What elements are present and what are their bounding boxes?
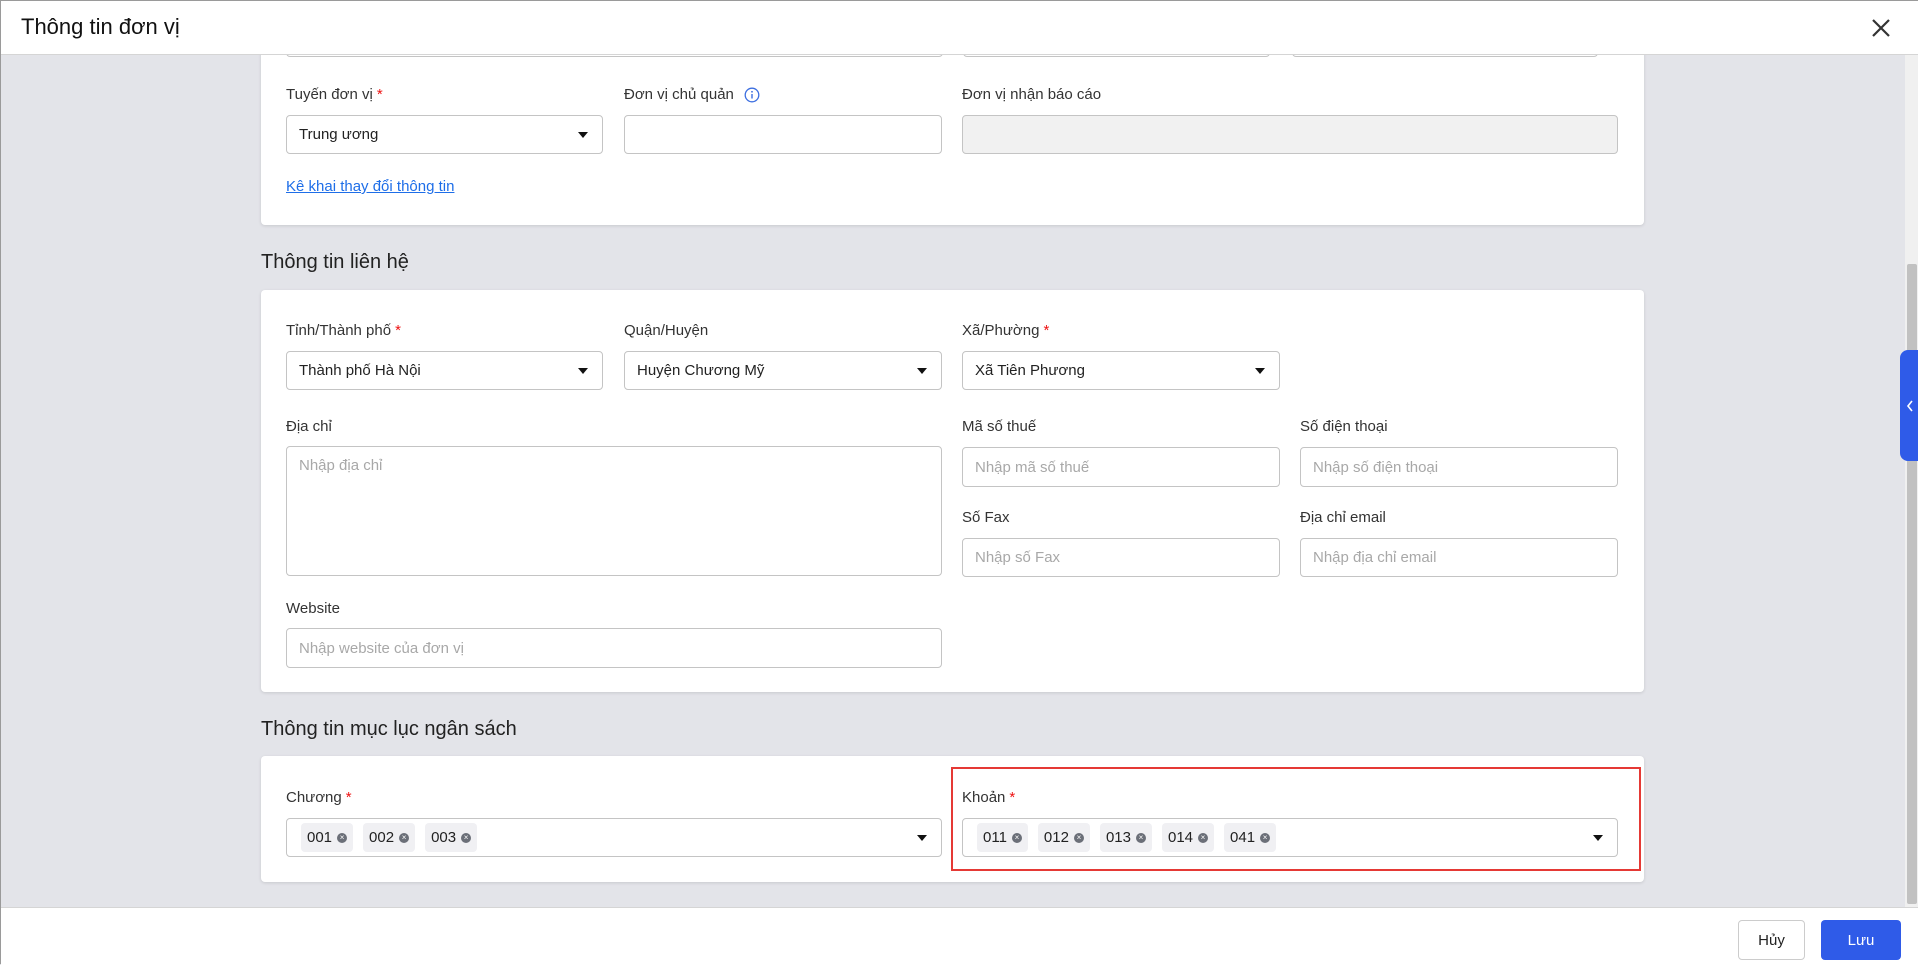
tinh-label: Tỉnh/Thành phố *	[286, 322, 401, 339]
tag-label: 003	[431, 829, 457, 846]
khoan-label: Khoản *	[962, 789, 1016, 806]
nhan-bao-cao-input	[962, 115, 1618, 154]
dialog-footer: Hủy Lưu	[1, 907, 1918, 965]
dialog-header: Thông tin đơn vị	[1, 1, 1918, 55]
remove-tag-icon[interactable]: ×	[1135, 832, 1146, 843]
khoan-multiselect[interactable]: 011 × 012 × 013 × 014 × 041 ×	[962, 818, 1618, 857]
dia-chi-textarea[interactable]: Nhập địa chỉ	[286, 446, 942, 576]
selected-tag: 012 ×	[1037, 823, 1090, 852]
remove-tag-icon[interactable]: ×	[399, 832, 410, 843]
tinh-select[interactable]: Thành phố Hà Nội	[286, 351, 603, 390]
tag-label: 013	[1105, 829, 1131, 846]
nhan-bao-cao-label: Đơn vị nhận báo cáo	[962, 86, 1102, 103]
selected-tag: 011 ×	[977, 823, 1028, 852]
quan-select[interactable]: Huyện Chương Mỹ	[624, 351, 942, 390]
caret-down-icon	[917, 367, 927, 374]
remove-tag-icon[interactable]: ×	[337, 832, 348, 843]
selected-tag: 001 ×	[301, 823, 354, 852]
remove-tag-icon[interactable]: ×	[1198, 832, 1209, 843]
selected-tag: 003 ×	[425, 823, 478, 852]
cancel-button[interactable]: Hủy	[1738, 920, 1805, 960]
xa-select[interactable]: Xã Tiên Phương	[962, 351, 1280, 390]
budget-section-title: Thông tin mục lục ngân sách	[261, 718, 517, 740]
caret-down-icon	[1593, 834, 1603, 841]
tag-label: 002	[369, 829, 395, 846]
side-panel-toggle[interactable]	[1900, 350, 1918, 461]
tuyen-label: Tuyến đơn vị *	[286, 86, 383, 103]
change-info-link[interactable]: Kê khai thay đổi thông tin	[286, 178, 455, 195]
email-label: Địa chỉ email	[1300, 509, 1386, 526]
email-input[interactable]: Nhập địa chỉ email	[1300, 538, 1618, 577]
scrollbar[interactable]	[1905, 55, 1918, 907]
caret-down-icon	[578, 367, 588, 374]
tag-label: 041	[1230, 829, 1256, 846]
tag-label: 012	[1043, 829, 1069, 846]
remove-tag-icon[interactable]: ×	[461, 832, 472, 843]
chuong-label: Chương *	[286, 789, 352, 806]
sdt-input[interactable]: Nhập số điện thoại	[1300, 447, 1618, 487]
caret-down-icon	[1255, 367, 1265, 374]
website-input[interactable]: Nhập website của đơn vị	[286, 628, 942, 668]
caret-down-icon	[578, 131, 588, 138]
tag-label: 014	[1167, 829, 1194, 846]
info-icon[interactable]	[744, 87, 760, 103]
scrollbar-thumb[interactable]	[1907, 264, 1917, 904]
save-button[interactable]: Lưu	[1821, 920, 1901, 960]
selected-tag: 013 ×	[1099, 823, 1152, 852]
close-icon[interactable]	[1867, 14, 1895, 42]
selected-tag: 014 ×	[1161, 823, 1215, 852]
chevron-left-icon	[1906, 400, 1913, 411]
tag-label: 011	[983, 829, 1007, 846]
mst-label: Mã số thuế	[962, 418, 1037, 435]
chu-quan-input[interactable]	[624, 115, 942, 154]
khoan-highlight-box	[951, 767, 1641, 871]
contact-section-title: Thông tin liên hệ	[261, 251, 409, 273]
tuyen-select[interactable]: Trung ương	[286, 115, 603, 154]
quan-label: Quận/Huyện	[624, 322, 709, 339]
remove-tag-icon[interactable]: ×	[1011, 832, 1022, 843]
chu-quan-label: Đơn vị chủ quản	[624, 86, 760, 103]
fax-label: Số Fax	[962, 509, 1010, 526]
chuong-multiselect[interactable]: 001 × 002 × 003 ×	[286, 818, 942, 857]
selected-tag: 002 ×	[363, 823, 416, 852]
tag-label: 001	[307, 829, 333, 846]
dia-chi-label: Địa chỉ	[286, 418, 332, 435]
dialog-title: Thông tin đơn vị	[21, 14, 180, 39]
remove-tag-icon[interactable]: ×	[1073, 832, 1084, 843]
website-label: Website	[286, 600, 340, 617]
caret-down-icon	[917, 834, 927, 841]
remove-tag-icon[interactable]: ×	[1260, 832, 1271, 843]
sdt-label: Số điện thoại	[1300, 418, 1388, 435]
selected-tag: 041 ×	[1224, 823, 1277, 852]
fax-input[interactable]: Nhập số Fax	[962, 538, 1280, 577]
mst-input[interactable]: Nhập mã số thuế	[962, 447, 1280, 487]
xa-label: Xã/Phường *	[962, 322, 1050, 339]
